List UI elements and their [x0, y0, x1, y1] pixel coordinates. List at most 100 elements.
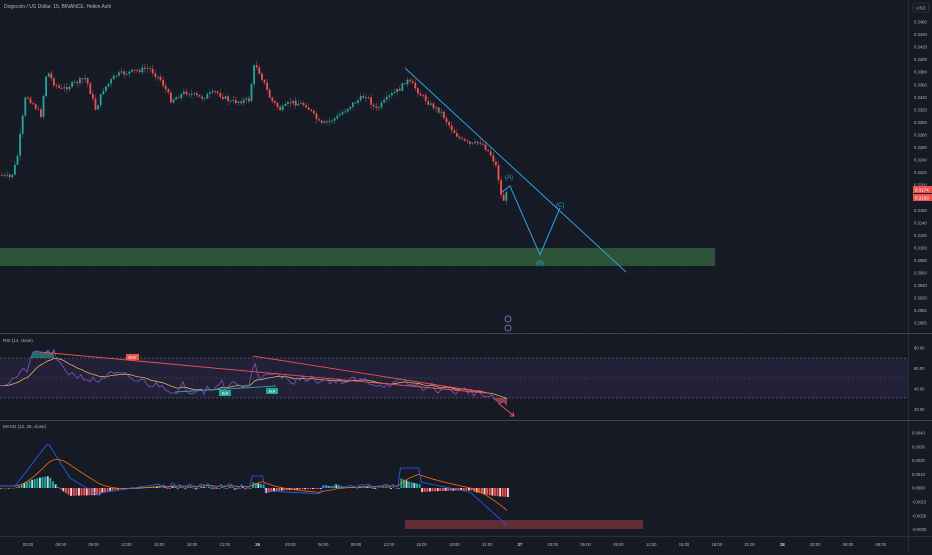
support-zone[interactable] — [0, 248, 715, 266]
rsi-overbought-fill — [30, 349, 54, 358]
candle-body — [352, 102, 354, 107]
rsi-tick: 20.00 — [914, 407, 925, 412]
macd-legend[interactable]: MACD (12, 26, close) — [3, 424, 47, 429]
candle-body — [297, 103, 300, 106]
candle-body — [302, 103, 305, 106]
candle-body — [203, 98, 206, 100]
price-tick: 0.3380 — [914, 70, 927, 75]
price-badge-last-text: 0.3174 — [915, 188, 929, 193]
macd-histogram-bar — [379, 487, 382, 488]
candle-body — [274, 101, 276, 104]
candle-body — [453, 130, 456, 134]
time-tick: 06:00 — [56, 542, 67, 547]
macd-histogram-bar — [312, 488, 314, 490]
candle-body — [315, 113, 318, 120]
wave-projection-path[interactable] — [501, 185, 561, 257]
macd-histogram-bar — [247, 488, 249, 489]
macd-axis[interactable]: 0.0040 0.0030 0.0020 0.0010 0.0000 -0.0010 -0.… — [912, 431, 927, 533]
candle-body — [424, 95, 427, 102]
candle-body — [190, 93, 193, 95]
price-badge-last — [913, 186, 932, 193]
descending-trendline[interactable] — [404, 67, 627, 273]
candle-body — [29, 98, 32, 104]
candle-body — [196, 93, 198, 96]
candle-body — [313, 110, 315, 114]
candle-body — [240, 101, 242, 104]
rsi-bearish-divergence-line[interactable] — [39, 351, 487, 394]
rsi-bear-label-text: Bear — [128, 356, 137, 360]
macd-histogram-bar — [189, 486, 192, 488]
rsi-bull-label[interactable] — [219, 390, 231, 396]
candle-body — [388, 95, 391, 97]
time-tick: 27 — [518, 542, 523, 547]
macd-histogram-bar — [187, 487, 190, 488]
macd-histogram-bar — [117, 488, 119, 490]
macd-histogram-bar — [457, 488, 460, 491]
candle-body — [112, 75, 115, 80]
rsi-bullish-divergence-line[interactable] — [174, 385, 277, 393]
candles — [1, 61, 508, 206]
candle-body — [175, 97, 177, 100]
candle-body — [435, 107, 437, 109]
macd-histogram-bar — [332, 486, 335, 488]
rsi-bull-label-2[interactable] — [266, 388, 278, 394]
time-tick: 03:00 — [23, 542, 34, 547]
candle-body — [227, 96, 229, 102]
event-marker-icon[interactable] — [504, 324, 512, 332]
candle-body — [211, 91, 214, 93]
price-scale-background — [908, 0, 932, 550]
currency-button[interactable] — [912, 2, 930, 13]
macd-histogram-bar — [356, 488, 359, 489]
macd-histogram-bar — [408, 481, 411, 488]
macd-histogram-bar — [374, 488, 377, 489]
candle-body — [276, 103, 279, 107]
candle-body — [357, 100, 359, 104]
candle-body — [328, 120, 331, 122]
macd-tick: 0.0010 — [912, 472, 925, 477]
wave-b-label: (B) — [536, 261, 544, 267]
rsi-axis[interactable]: 80.00 60.00 40.00 20.00 — [914, 346, 925, 413]
candle-body — [307, 107, 310, 110]
macd-histogram-bar — [273, 488, 275, 492]
price-axis[interactable]: 0.3460 0.3440 0.3420 0.3400 0.3380 0.3360 0.33… — [914, 20, 927, 326]
macd-histogram-bar — [403, 479, 405, 488]
macd-histogram-bar — [444, 488, 447, 491]
macd-histogram-bar — [429, 488, 431, 492]
macd-histogram-bar — [59, 488, 62, 490]
rsi-bearish-divergence-line-2[interactable] — [252, 355, 489, 394]
candle-body — [92, 94, 94, 99]
candle-body — [284, 103, 287, 107]
macd-histogram-bar — [93, 488, 96, 496]
time-axis[interactable]: 03:00 06:00 09:00 12:00 15:00 18:00 21:00 26 03:… — [23, 542, 887, 547]
macd-histogram-bar — [462, 488, 465, 491]
time-tick: 09:00 — [876, 542, 887, 547]
macd-histogram-bar — [49, 477, 52, 488]
macd-histogram-bar — [371, 488, 374, 489]
macd-histogram-bar — [442, 488, 444, 491]
candle-body — [206, 94, 209, 99]
candle-body — [255, 65, 258, 68]
rsi-tick: 40.00 — [914, 387, 925, 392]
candle-body — [484, 144, 487, 151]
macd-highlight-box[interactable] — [405, 520, 643, 529]
macd-histogram-bar — [413, 482, 416, 488]
event-marker-icon[interactable] — [504, 315, 512, 323]
macd-histogram-bar — [236, 488, 239, 490]
macd-histogram-bar — [241, 486, 244, 488]
macd-histogram-bar — [478, 488, 481, 494]
macd-histogram-bar — [280, 488, 283, 491]
rsi-legend[interactable]: RSI (14, close) — [3, 338, 33, 343]
macd-histogram-bar — [382, 487, 385, 488]
macd-tick: -0.0020 — [912, 513, 927, 518]
rsi-bear-label[interactable] — [126, 354, 139, 360]
macd-histogram-bar — [10, 488, 13, 489]
candle-body — [362, 96, 365, 98]
candle-body — [502, 194, 505, 201]
candle-body — [73, 81, 76, 83]
candle-body — [266, 82, 268, 90]
macd-histogram-bar — [452, 488, 455, 491]
candle-body — [380, 102, 383, 108]
symbol-title[interactable]: Dogecoin / US Dollar, 15, BINANCE, Heiki… — [4, 4, 111, 10]
